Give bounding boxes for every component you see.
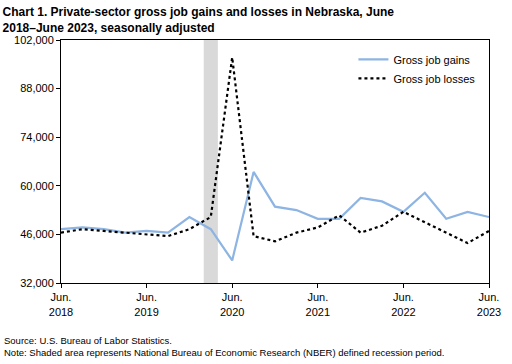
svg-text:74,000: 74,000 [20, 131, 54, 143]
svg-text:Jun.2019: Jun.2019 [134, 291, 158, 317]
svg-text:Jun.2023: Jun.2023 [477, 291, 501, 317]
svg-text:102,000: 102,000 [14, 34, 54, 46]
svg-text:Source: U.S. Bureau of Labor S: Source: U.S. Bureau of Labor Statistics. [4, 335, 172, 346]
svg-text:46,000: 46,000 [20, 228, 54, 240]
svg-text:Note: Shaded area represents N: Note: Shaded area represents National Bu… [4, 347, 444, 358]
svg-text:Chart 1. Private-sector gross: Chart 1. Private-sector gross job gains … [3, 5, 395, 35]
svg-text:32,000: 32,000 [20, 277, 54, 289]
svg-text:Jun.2020: Jun.2020 [220, 291, 244, 317]
svg-text:Gross job gains: Gross job gains [393, 54, 470, 66]
svg-text:60,000: 60,000 [20, 180, 54, 192]
svg-text:Jun.2018: Jun.2018 [49, 291, 73, 317]
svg-text:Jun.2021: Jun.2021 [306, 291, 330, 317]
svg-text:Jun.2022: Jun.2022 [391, 291, 415, 317]
svg-text:Gross job losses: Gross job losses [393, 73, 475, 85]
svg-text:88,000: 88,000 [20, 82, 54, 94]
